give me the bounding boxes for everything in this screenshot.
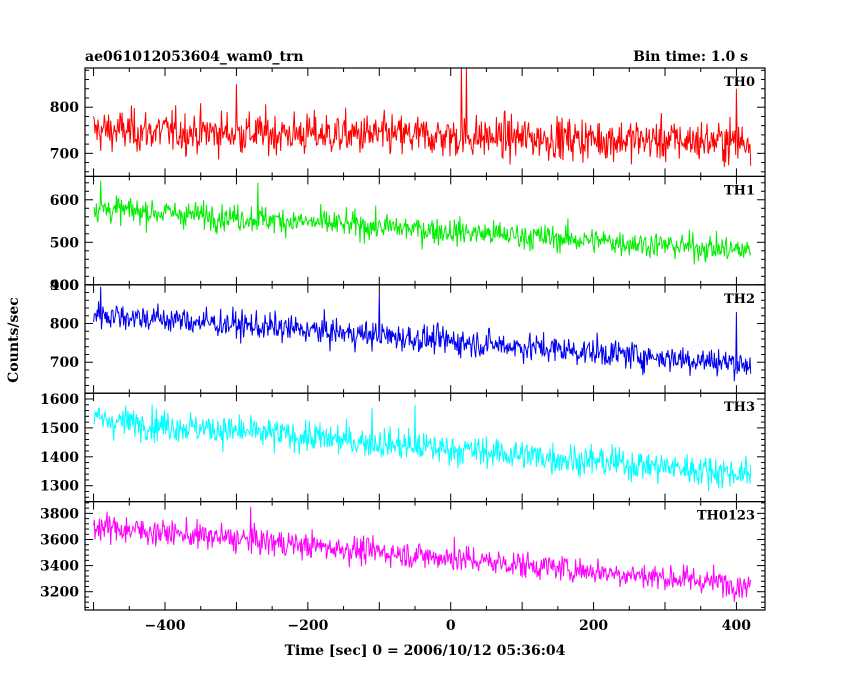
panels-group: 700 800 TH0 400 500 600 TH1 700 800 900 TH2 1300 140… [40,67,766,611]
panel-name-label: TH0123 [697,509,755,524]
y-tick-label: 3600 [40,532,79,548]
y-tick-label: 3800 [40,506,79,522]
bin-time-label: Bin time: 1.0 s [633,49,748,65]
x-tick-label: 0 [446,618,456,634]
y-tick-label: 1400 [40,450,79,466]
y-tick-label: 1500 [40,421,79,437]
panel-th1: 400 500 600 TH1 [50,175,766,294]
y-tick-label: 1300 [40,479,79,495]
x-axis: −400 −200 0 200 400 [145,618,752,634]
panel-name-label: TH3 [724,400,755,415]
y-tick-label: 800 [50,100,79,116]
panel-name-label: TH1 [724,183,755,198]
y-tick-label: 1600 [40,392,79,408]
panel-th0: 700 800 TH0 [50,67,766,178]
panel-frame [84,67,766,178]
x-tick-label: 400 [722,618,751,634]
series-line-th3 [93,404,752,491]
series-line-th1 [93,180,752,265]
panel-th2: 700 800 900 TH2 [50,278,766,394]
panel-frame [84,175,766,286]
y-tick-label: 3400 [40,559,79,575]
chart-title: ae061012053604_wam0_trn [85,49,304,65]
series-line-th0123 [93,506,752,602]
panel-frame [84,501,766,611]
y-tick-label: 800 [50,317,79,333]
x-axis-label: Time [sec] 0 = 2006/10/12 05:36:04 [285,643,566,659]
y-axis-label: Counts/sec [6,297,22,383]
panel-name-label: TH0 [724,75,755,90]
y-tick-label: 700 [50,146,79,162]
x-tick-label: −200 [287,618,328,634]
panel-th3: 1300 1400 1500 1600 TH3 [40,392,766,503]
y-tick-label: 600 [50,193,79,209]
series-line-th2 [93,286,752,382]
panel-th0123: 3200 3400 3600 3800 TH0123 [40,501,766,611]
x-tick-label: 200 [579,618,608,634]
y-tick-label: 900 [50,278,79,294]
y-tick-label: 500 [50,235,79,251]
series-line-th0 [93,68,752,168]
panel-name-label: TH2 [724,292,755,307]
y-tick-label: 3200 [40,585,79,601]
x-tick-label: −400 [145,618,186,634]
y-tick-label: 400 [50,278,79,294]
y-tick-label: 700 [50,355,79,371]
